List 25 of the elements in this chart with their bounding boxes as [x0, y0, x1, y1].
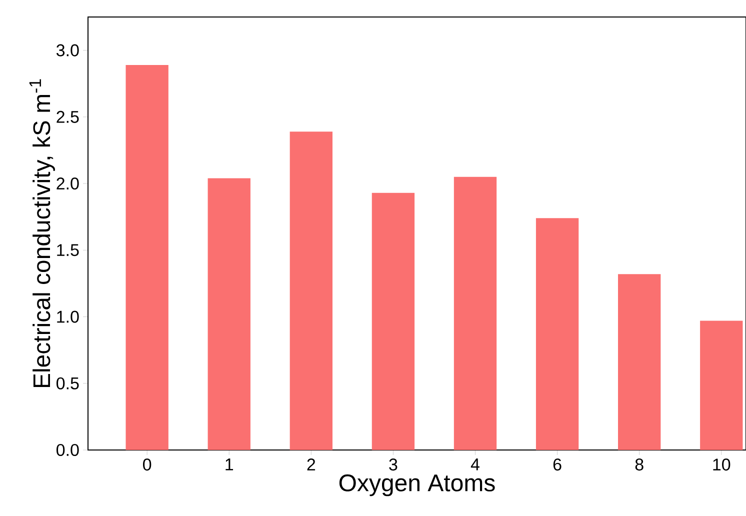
x-axis-title: Oxygen Atoms: [339, 474, 495, 496]
y-tick-label: 2.5: [56, 110, 79, 123]
bar: [700, 320, 743, 450]
x-tick-label: 2: [307, 458, 316, 470]
x-tick-label: 1: [226, 458, 234, 470]
y-tick-label: 1.0: [57, 310, 79, 323]
bar: [618, 274, 661, 450]
x-tick-label: 10: [713, 458, 730, 471]
x-tick-label: 6: [553, 458, 562, 471]
bar: [208, 178, 250, 450]
bar: [454, 176, 497, 450]
bar: [536, 218, 579, 450]
y-tick-label: 0.0: [56, 444, 79, 456]
y-tick-label: 0.5: [56, 377, 79, 390]
y-tick-label: 3.0: [56, 44, 79, 56]
bar: [372, 192, 415, 450]
y-tick-label: 2.0: [56, 178, 79, 190]
y-axis-title: Electrical conductivity, kS m$^{-1}$: [29, 79, 55, 388]
bar: [290, 132, 332, 450]
x-tick-label: 3: [389, 458, 398, 471]
y-tick-label: 1.5: [57, 244, 79, 256]
x-tick-label: 8: [635, 458, 644, 471]
x-tick-label: 4: [470, 458, 480, 470]
bar: [126, 64, 168, 450]
x-tick-label: 0: [143, 458, 152, 471]
